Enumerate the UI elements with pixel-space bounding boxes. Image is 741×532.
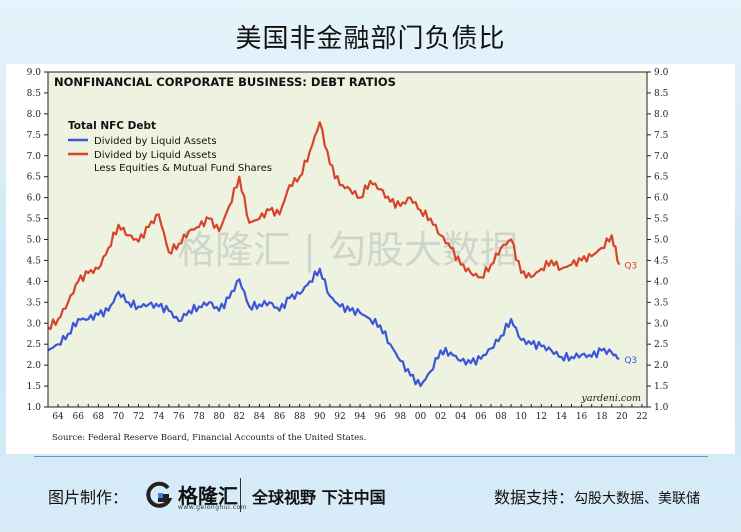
y-tick-label-left: 3.0 — [27, 319, 42, 329]
y-tick-label-left: 8.0 — [27, 110, 42, 120]
x-tick-label: 96 — [374, 412, 386, 422]
x-tick-label: 70 — [113, 412, 125, 422]
y-axis-left: 1.0 1.5 2.0 2.5 3.0 3.5 4.0 4.5 5.0 5.5 6.0 6.5 7.0 7… — [27, 68, 48, 413]
legend-title: Total NFC Debt — [68, 120, 156, 132]
watermark-layer: 格隆汇 | 勾股大数据 — [177, 228, 518, 273]
gelonghui-logo-icon — [146, 481, 173, 508]
y-tick-label-right: 7.5 — [654, 131, 669, 141]
y-tick-label-left: 3.5 — [27, 298, 42, 308]
y-tick-label-right: 3.5 — [654, 298, 669, 308]
y-tick-label-right: 2.5 — [654, 340, 669, 350]
y-tick-label-left: 6.5 — [27, 173, 42, 183]
x-tick-label: 64 — [52, 412, 64, 422]
x-tick-label: 00 — [415, 412, 427, 422]
x-tick-label: 08 — [495, 412, 507, 422]
y-tick-label-right: 1.5 — [654, 382, 669, 392]
x-tick-label: 16 — [576, 412, 588, 422]
y-tick-label-right: 8.5 — [654, 89, 669, 99]
y-tick-label-left: 7.0 — [27, 152, 42, 162]
data-support: 数据支持：勾股大数据、美联储 — [494, 484, 700, 508]
y-tick-label-left: 4.0 — [27, 277, 42, 287]
x-tick-label: 92 — [334, 412, 345, 422]
made-by-label: 图片制作： — [48, 488, 129, 507]
y-tick-label-right: 4.0 — [654, 277, 669, 287]
x-tick-label: 98 — [395, 412, 407, 422]
series-layer: Q3 Q3 — [47, 121, 637, 388]
y-tick-label-right: 5.5 — [654, 215, 669, 225]
source-note: Source: Federal Reserve Board, Financial… — [52, 433, 366, 443]
x-tick-label: 06 — [475, 412, 487, 422]
chart-credit: yardeni.com — [580, 393, 641, 404]
chart-panel: 格隆汇 | 勾股大数据 1.0 1.5 2.0 2.5 3.0 3.5 4.0 4.5 5.0 5… — [6, 64, 735, 454]
y-axis-right: 1.0 1.5 2.0 2.5 3.0 3.5 4.0 4.5 5.0 5.5 6.0 6.5 7.0 7… — [647, 68, 669, 413]
x-tick-label: 80 — [213, 412, 225, 422]
logo-subtext: www.gelonghui.com — [178, 504, 248, 511]
y-tick-label-left: 4.5 — [27, 256, 42, 266]
y-tick-label-right: 9.0 — [654, 68, 669, 78]
end-label-less-equities: Q3 — [624, 262, 637, 272]
y-tick-label-right: 5.0 — [654, 236, 669, 246]
y-tick-label-left: 7.5 — [27, 131, 42, 141]
plot-background — [48, 72, 647, 407]
x-tick-label: 20 — [616, 412, 628, 422]
plot-frame — [47, 71, 648, 408]
end-label-liquid-assets: Q3 — [624, 356, 637, 366]
y-tick-label-left: 5.0 — [27, 236, 42, 246]
x-tick-label: 90 — [314, 412, 326, 422]
x-tick-label: 88 — [294, 412, 306, 422]
x-tick-label: 18 — [596, 412, 608, 422]
x-tick-label: 02 — [435, 412, 446, 422]
data-support-label: 数据支持： — [494, 488, 575, 507]
page-title: 美国非金融部门负债比 — [235, 24, 506, 54]
x-tick-label: 66 — [72, 412, 84, 422]
footer-vertical-divider — [240, 478, 241, 512]
x-tick-label: 94 — [354, 412, 366, 422]
x-axis: 64 66 68 70 72 74 76 78 80 82 84 86 88 90 92 94 96 98 00 02… — [47, 404, 648, 422]
slogan: 全球视野 下注中国 — [252, 488, 386, 507]
y-tick-label-right: 6.5 — [654, 173, 669, 183]
x-tick-label: 04 — [455, 412, 467, 422]
y-tick-label-left: 2.5 — [27, 340, 42, 350]
y-tick-label-right: 8.0 — [654, 110, 669, 120]
chart-title: NONFINANCIAL CORPORATE BUSINESS: DEBT RA… — [54, 75, 396, 89]
y-tick-label-right: 4.5 — [654, 256, 669, 266]
x-tick-label: 84 — [254, 412, 266, 422]
x-tick-label: 78 — [193, 412, 205, 422]
y-tick-label-right: 2.0 — [654, 361, 669, 371]
logo-text: 格隆汇 — [178, 484, 238, 508]
chart-svg: 格隆汇 | 勾股大数据 1.0 1.5 2.0 2.5 3.0 3.5 4.0 4.5 5.0 5… — [27, 68, 669, 443]
y-tick-label-right: 7.0 — [654, 152, 669, 162]
watermark-text: 格隆汇 | 勾股大数据 — [177, 228, 518, 273]
legend-label-liquid-assets: Divided by Liquid Assets — [94, 136, 217, 147]
series-line-less-equities — [47, 121, 621, 331]
x-tick-label: 22 — [636, 412, 647, 422]
y-tick-label-left: 1.0 — [27, 403, 42, 413]
y-tick-label-left: 2.0 — [27, 361, 42, 371]
x-tick-label: 74 — [153, 412, 165, 422]
x-tick-label: 14 — [556, 412, 568, 422]
x-tick-label: 76 — [173, 412, 185, 422]
y-tick-label-left: 6.0 — [27, 194, 42, 204]
x-tick-label: 10 — [515, 412, 527, 422]
y-tick-label-left: 1.5 — [27, 382, 42, 392]
legend-label-less-equities-line1: Divided by Liquid Assets — [94, 150, 217, 161]
y-tick-label-right: 3.0 — [654, 319, 669, 329]
x-tick-label: 72 — [133, 412, 144, 422]
x-tick-label: 86 — [274, 412, 286, 422]
y-tick-label-left: 5.5 — [27, 215, 42, 225]
footer-divider-line — [34, 456, 708, 457]
y-tick-label-left: 8.5 — [27, 89, 42, 99]
x-tick-label: 82 — [234, 412, 245, 422]
x-tick-label: 12 — [536, 412, 547, 422]
x-tick-label: 68 — [93, 412, 105, 422]
series-line-liquid-assets — [47, 267, 620, 388]
y-tick-label-right: 6.0 — [654, 194, 669, 204]
legend: Total NFC Debt Divided by Liquid Assets … — [68, 120, 272, 174]
y-tick-label-left: 9.0 — [27, 68, 42, 78]
legend-label-less-equities-line2: Less Equities & Mutual Fund Shares — [94, 163, 272, 174]
y-tick-label-right: 1.0 — [654, 403, 669, 413]
data-support-value: 勾股大数据、美联储 — [574, 491, 701, 507]
